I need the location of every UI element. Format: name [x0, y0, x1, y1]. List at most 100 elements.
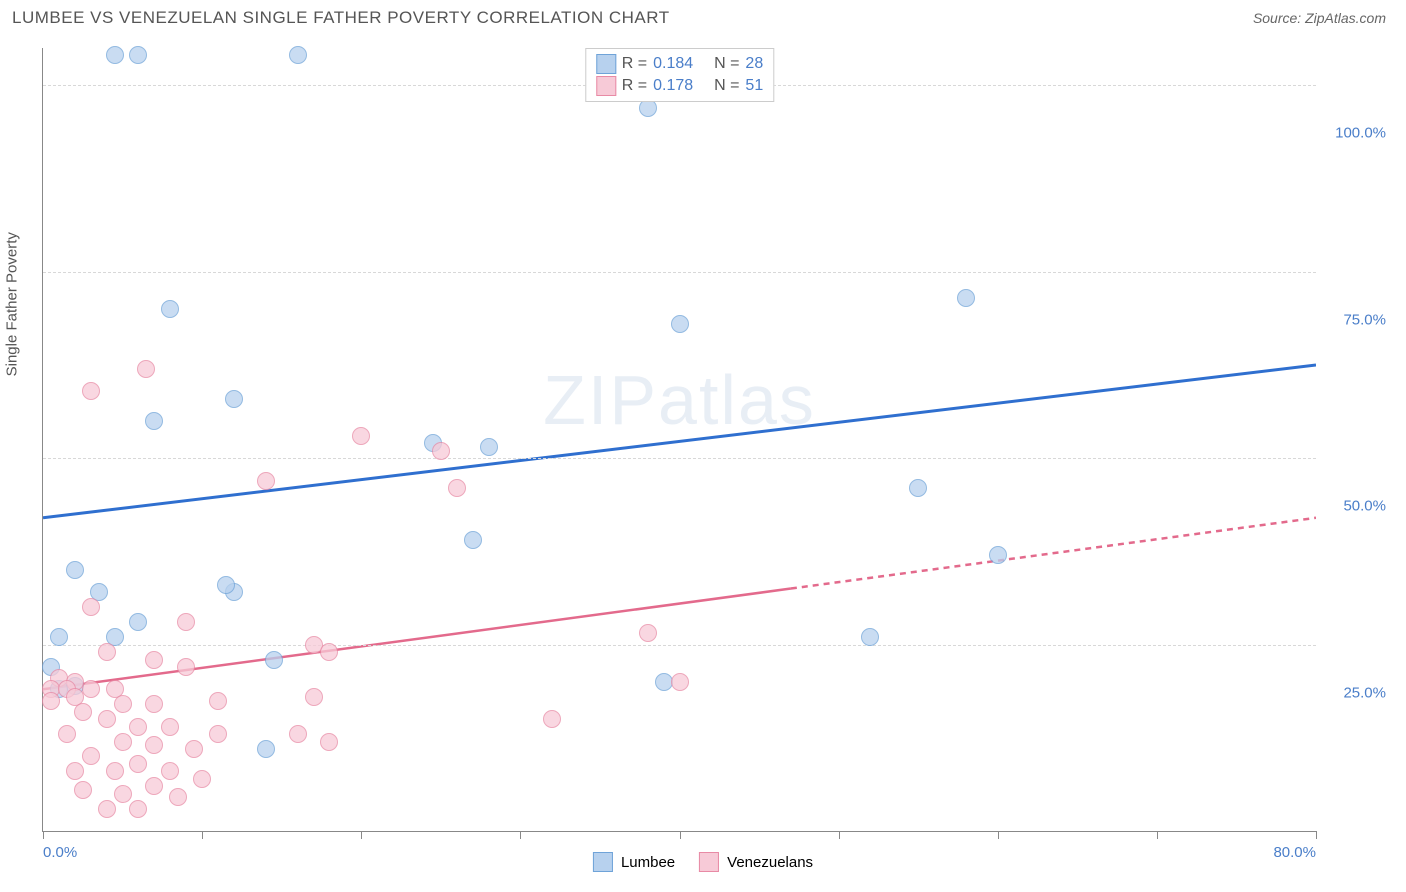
data-point — [320, 643, 338, 661]
legend-item: Lumbee — [593, 852, 675, 872]
data-point — [66, 762, 84, 780]
data-point — [209, 725, 227, 743]
legend-label: Venezuelans — [727, 854, 813, 871]
data-point — [50, 628, 68, 646]
data-point — [480, 438, 498, 456]
data-point — [98, 710, 116, 728]
data-point — [98, 800, 116, 818]
legend-item: Venezuelans — [699, 852, 813, 872]
data-point — [58, 725, 76, 743]
data-point — [82, 747, 100, 765]
data-point — [161, 300, 179, 318]
data-point — [129, 800, 147, 818]
y-tick-label: 50.0% — [1326, 498, 1386, 515]
legend-swatch — [596, 54, 616, 74]
data-point — [106, 762, 124, 780]
n-value: 51 — [745, 77, 763, 95]
x-tick — [202, 831, 203, 839]
gridline — [43, 645, 1316, 646]
data-point — [145, 412, 163, 430]
data-point — [145, 651, 163, 669]
x-tick — [1316, 831, 1317, 839]
data-point — [66, 561, 84, 579]
data-point — [145, 736, 163, 754]
data-point — [169, 788, 187, 806]
x-tick-label: 80.0% — [1273, 844, 1316, 861]
data-point — [448, 479, 466, 497]
watermark: ZIPatlas — [543, 360, 816, 440]
data-point — [909, 479, 927, 497]
data-point — [257, 472, 275, 490]
data-point — [217, 576, 235, 594]
x-tick — [361, 831, 362, 839]
trendlines — [43, 48, 1316, 831]
data-point — [161, 718, 179, 736]
legend-series: Lumbee Venezuelans — [593, 852, 813, 872]
legend-stat-row: R = 0.184 N = 28 — [596, 53, 763, 75]
x-tick — [998, 831, 999, 839]
legend-swatch — [699, 852, 719, 872]
data-point — [82, 680, 100, 698]
data-point — [145, 777, 163, 795]
data-point — [129, 755, 147, 773]
source-attribution: Source: ZipAtlas.com — [1253, 10, 1386, 26]
y-tick-label: 100.0% — [1326, 125, 1386, 142]
x-tick — [1157, 831, 1158, 839]
data-point — [289, 725, 307, 743]
data-point — [305, 688, 323, 706]
data-point — [989, 546, 1007, 564]
data-point — [265, 651, 283, 669]
legend-swatch — [596, 76, 616, 96]
data-point — [161, 762, 179, 780]
data-point — [98, 643, 116, 661]
data-point — [129, 718, 147, 736]
x-tick — [43, 831, 44, 839]
data-point — [671, 315, 689, 333]
x-tick — [680, 831, 681, 839]
data-point — [137, 360, 155, 378]
data-point — [957, 289, 975, 307]
data-point — [42, 692, 60, 710]
x-tick — [520, 831, 521, 839]
legend-label: Lumbee — [621, 854, 675, 871]
data-point — [464, 531, 482, 549]
gridline — [43, 458, 1316, 459]
data-point — [82, 382, 100, 400]
legend-stats: R = 0.184 N = 28R = 0.178 N = 51 — [585, 48, 774, 102]
r-label: R = — [622, 77, 647, 95]
n-label: N = — [714, 55, 739, 73]
data-point — [225, 390, 243, 408]
data-point — [432, 442, 450, 460]
data-point — [114, 785, 132, 803]
data-point — [671, 673, 689, 691]
legend-swatch — [593, 852, 613, 872]
chart-container: Single Father Poverty ZIPatlas R = 0.184… — [42, 48, 1386, 832]
data-point — [543, 710, 561, 728]
data-point — [114, 733, 132, 751]
y-tick-label: 75.0% — [1326, 311, 1386, 328]
data-point — [257, 740, 275, 758]
n-value: 28 — [745, 55, 763, 73]
gridline — [43, 272, 1316, 273]
data-point — [185, 740, 203, 758]
plot-area: ZIPatlas R = 0.184 N = 28R = 0.178 N = 5… — [42, 48, 1316, 832]
data-point — [209, 692, 227, 710]
data-point — [82, 598, 100, 616]
y-axis-label: Single Father Poverty — [4, 232, 21, 376]
data-point — [129, 613, 147, 631]
x-tick-label: 0.0% — [43, 844, 77, 861]
legend-stat-row: R = 0.178 N = 51 — [596, 75, 763, 97]
data-point — [177, 658, 195, 676]
data-point — [74, 781, 92, 799]
data-point — [145, 695, 163, 713]
data-point — [320, 733, 338, 751]
data-point — [177, 613, 195, 631]
y-tick-label: 25.0% — [1326, 684, 1386, 701]
data-point — [352, 427, 370, 445]
r-value: 0.178 — [653, 77, 693, 95]
data-point — [861, 628, 879, 646]
data-point — [639, 624, 657, 642]
data-point — [289, 46, 307, 64]
data-point — [129, 46, 147, 64]
r-value: 0.184 — [653, 55, 693, 73]
